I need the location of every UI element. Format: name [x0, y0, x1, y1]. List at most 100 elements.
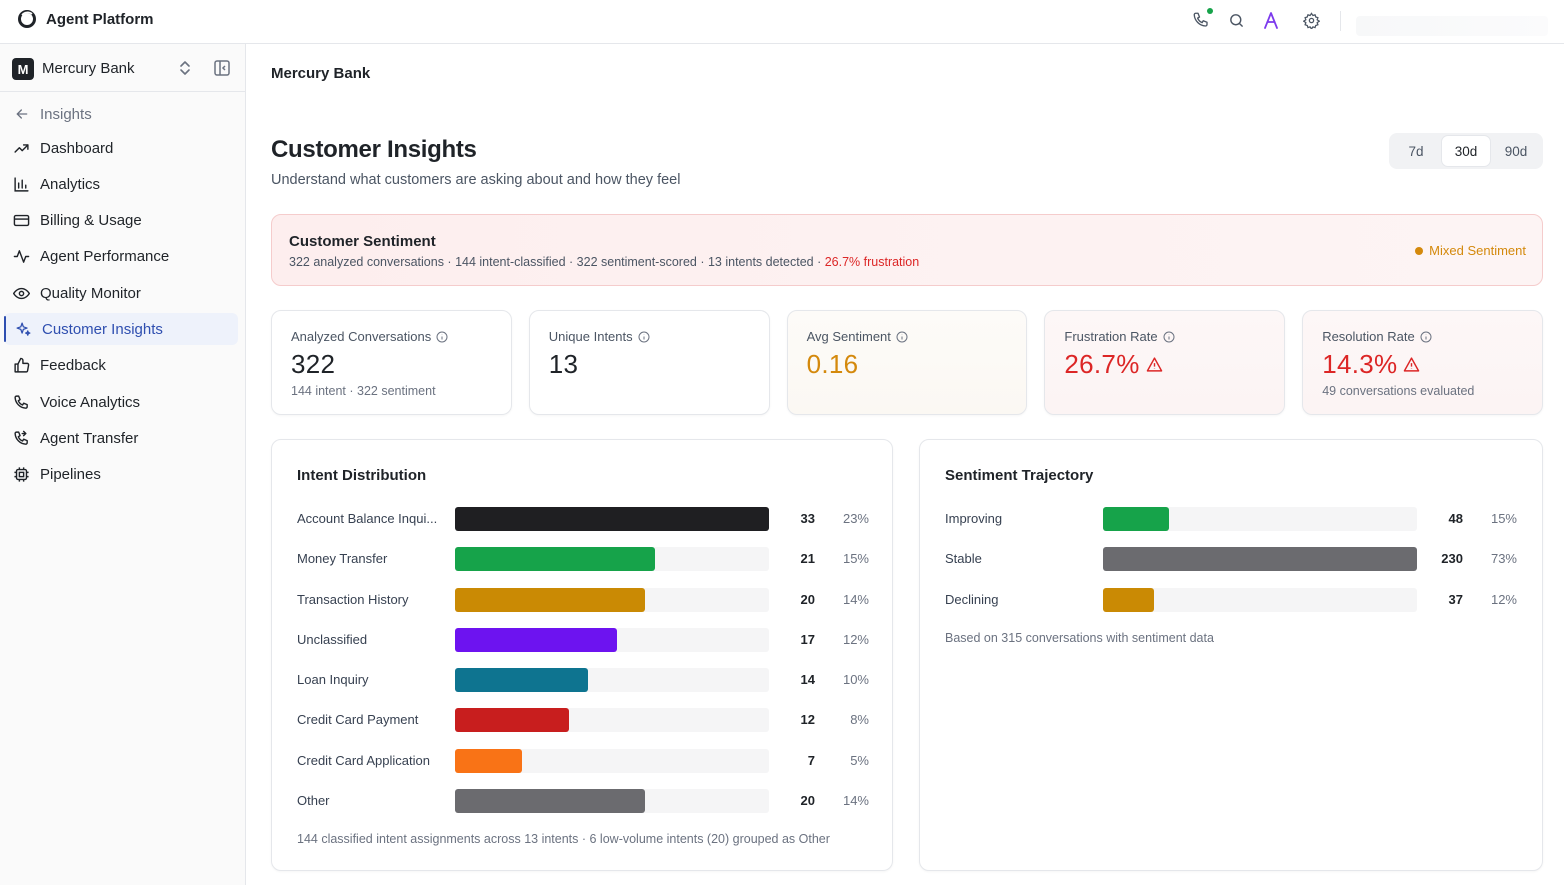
- sentiment-banner: Customer Sentiment 322 analyzed conversa…: [271, 214, 1543, 286]
- sidebar-item-feedback[interactable]: Feedback: [4, 350, 238, 382]
- sidebar: M Mercury Bank Insights Dashboard Analyt…: [0, 44, 246, 885]
- assistant-a-icon[interactable]: [1261, 10, 1281, 30]
- intent-count: 20: [800, 793, 815, 809]
- sidebar-item-label: Agent Transfer: [40, 429, 139, 447]
- sidebar-item-voice-analytics[interactable]: Voice Analytics: [4, 386, 238, 418]
- intent-label: Transaction History: [297, 591, 409, 607]
- intent-count: 20: [800, 591, 815, 607]
- kpi-card-analyzed-conversations: Analyzed Conversations 322 144 intent · …: [271, 310, 512, 415]
- kpi-sub: 49 conversations evaluated: [1322, 384, 1475, 398]
- kpi-label: Unique Intents: [549, 329, 650, 344]
- intent-label: Other: [297, 793, 330, 809]
- sentiment-count: 48: [1448, 511, 1463, 526]
- range-90d-button[interactable]: 90d: [1504, 143, 1528, 159]
- topbar-divider: [1340, 11, 1341, 31]
- sentiment-bar: [1103, 587, 1154, 612]
- sidebar-item-customer-insights[interactable]: Customer Insights: [4, 313, 238, 346]
- sidebar-item-label: Dashboard: [40, 139, 114, 157]
- sidebar-item-agent-transfer[interactable]: Agent Transfer: [4, 422, 238, 454]
- kpi-label: Frustration Rate: [1064, 329, 1175, 344]
- top-bar: Agent Platform: [0, 0, 1564, 44]
- sidebar-item-dashboard[interactable]: Dashboard: [4, 132, 238, 164]
- intent-bar-track: [455, 627, 769, 652]
- intent-pct: 12%: [842, 631, 869, 647]
- sentiment-bar-track: [1103, 507, 1417, 531]
- range-30d-button[interactable]: 30d: [1442, 136, 1490, 166]
- kpi-card-resolution-rate: Resolution Rate 14.3% 49 conversations e…: [1302, 310, 1543, 415]
- range-7d-button[interactable]: 7d: [1408, 143, 1424, 159]
- sentiment-pct: 73%: [1490, 551, 1517, 567]
- sidebar-collapse-icon[interactable]: [212, 58, 232, 78]
- kpi-label-text: Resolution Rate: [1322, 329, 1415, 344]
- intent-count: 17: [800, 631, 815, 647]
- sentiment-bar-track: [1103, 547, 1417, 572]
- app-title: Agent Platform: [46, 11, 154, 28]
- chevron-up-down-icon[interactable]: [177, 59, 193, 77]
- sentiment-count: 230: [1441, 551, 1463, 567]
- sentiment-pct: 15%: [1490, 511, 1517, 526]
- intent-bar-track: [455, 547, 769, 572]
- intent-label: Credit Card Application: [297, 752, 430, 768]
- phone-icon: [12, 393, 30, 411]
- intent-count: 33: [800, 511, 815, 526]
- sentiment-pct: 12%: [1490, 591, 1517, 607]
- sidebar-item-label: Agent Performance: [40, 248, 170, 266]
- sentiment-bar: [1103, 547, 1417, 572]
- thumbs-up-icon: [12, 357, 30, 375]
- status-dot: [1415, 246, 1424, 255]
- user-menu[interactable]: [1356, 16, 1548, 36]
- kpi-label-text: Unique Intents: [548, 329, 633, 344]
- kpi-value: 0.16: [806, 349, 859, 379]
- phone-status-icon[interactable]: [1191, 8, 1213, 30]
- intent-pct: 15%: [842, 551, 869, 567]
- sentiment-bar-track: [1103, 587, 1417, 612]
- intent-bar-track: [455, 789, 769, 814]
- sentiment-status-badge: Mixed Sentiment: [1415, 243, 1526, 258]
- back-to-insights[interactable]: Insights: [14, 104, 92, 124]
- info-icon[interactable]: [1163, 331, 1175, 343]
- intent-pct: 8%: [850, 712, 869, 728]
- phone-forward-icon: [12, 429, 30, 447]
- info-icon[interactable]: [896, 331, 908, 343]
- sidebar-item-pipelines[interactable]: Pipelines: [4, 459, 238, 491]
- sentiment-footnote: Based on 315 conversations with sentimen…: [945, 631, 1214, 645]
- page-subtitle: Understand what customers are asking abo…: [271, 172, 681, 188]
- info-icon[interactable]: [638, 331, 650, 343]
- sentiment-bar: [1103, 507, 1169, 531]
- activity-icon: [12, 248, 30, 266]
- search-icon[interactable]: [1226, 10, 1246, 30]
- main-content: Mercury Bank Customer Insights Understan…: [246, 44, 1564, 885]
- kpi-label: Analyzed Conversations: [291, 329, 448, 344]
- banner-summary-text: 322 analyzed conversations · 144 intent-…: [289, 255, 825, 269]
- warning-triangle-icon: [1146, 357, 1162, 372]
- settings-gear-icon[interactable]: [1301, 10, 1321, 30]
- sidebar-item-agent-performance[interactable]: Agent Performance: [4, 241, 238, 273]
- sentiment-label: Declining: [945, 591, 999, 607]
- intent-bar-track: [455, 507, 769, 531]
- kpi-value: 13: [548, 349, 579, 379]
- kpi-value-row: 26.7%: [1064, 349, 1162, 380]
- trending-up-icon: [12, 139, 30, 157]
- org-switcher[interactable]: M Mercury Bank: [0, 44, 245, 92]
- intent-bar: [455, 507, 769, 531]
- sidebar-item-label: Billing & Usage: [40, 212, 142, 230]
- sidebar-item-quality-monitor[interactable]: Quality Monitor: [4, 277, 238, 309]
- intent-pct: 14%: [842, 591, 869, 607]
- intent-label: Credit Card Payment: [297, 712, 419, 728]
- banner-frustration-highlight: 26.7% frustration: [824, 255, 920, 269]
- info-icon[interactable]: [1420, 331, 1432, 343]
- intent-count: 21: [800, 551, 815, 567]
- intent-bar: [455, 587, 646, 612]
- back-label: Insights: [40, 105, 92, 123]
- sidebar-item-analytics[interactable]: Analytics: [4, 168, 238, 200]
- page-title: Customer Insights: [271, 136, 477, 163]
- intent-bar: [455, 708, 570, 733]
- kpi-sub: 144 intent · 322 sentiment: [291, 384, 436, 398]
- sidebar-item-billing[interactable]: Billing & Usage: [4, 205, 238, 237]
- kpi-card-unique-intents: Unique Intents 13: [528, 310, 770, 415]
- info-icon[interactable]: [436, 331, 448, 343]
- intent-count: 7: [807, 752, 815, 768]
- sparkles-icon: [14, 320, 32, 338]
- sidebar-item-label: Quality Monitor: [40, 284, 141, 302]
- banner-summary: 322 analyzed conversations · 144 intent-…: [289, 255, 919, 269]
